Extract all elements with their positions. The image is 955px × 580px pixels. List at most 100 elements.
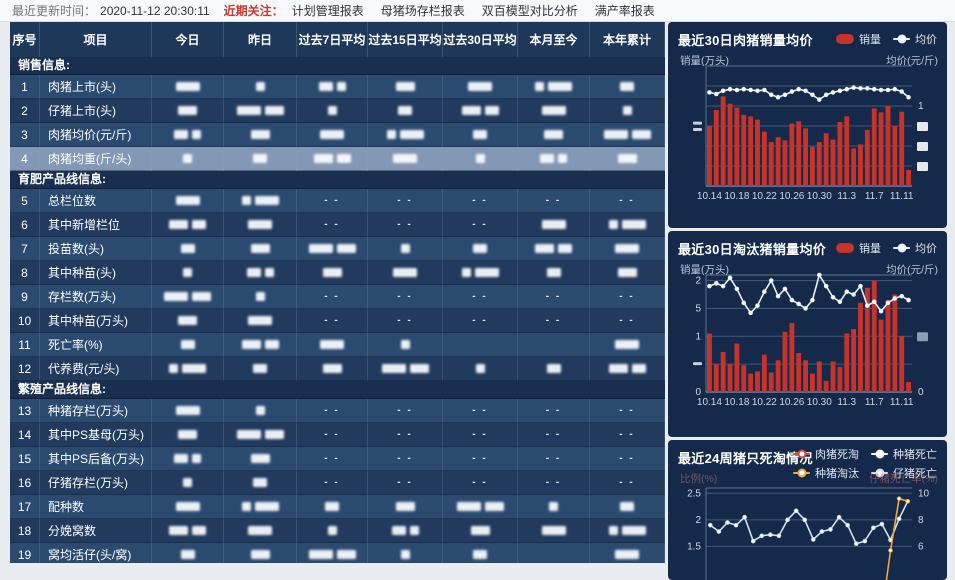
x-axis-tick: 10.18 <box>724 191 749 202</box>
redacted-value <box>325 502 339 511</box>
legend-item[interactable]: 均价 <box>893 31 937 47</box>
chart-legend: 销量 均价 <box>836 240 937 256</box>
row-label: 存栏数(万头) <box>40 285 152 309</box>
table-row[interactable]: 15 其中PS后备(万头) - - - - - - - - - - <box>10 447 665 471</box>
value-cell: - - <box>297 471 368 495</box>
redacted-value <box>178 106 197 115</box>
table-row[interactable]: 12 代养费(元/头) <box>10 357 665 381</box>
x-axis-tick: 11.7 <box>865 191 884 202</box>
table-row[interactable]: 17 配种数 <box>10 495 665 519</box>
value-cell <box>224 123 297 147</box>
table-row[interactable]: 10 其中种苗(万头) - - - - - - - - - - <box>10 309 665 333</box>
redacted-value <box>250 550 270 559</box>
value-cell <box>152 123 224 147</box>
chart-canvas[interactable]: 10.14 10.18 10.22 10.26 10.30 11.3 11.7 11.11 1 <box>668 22 947 228</box>
table-row[interactable]: 5 总栏位数 - - - - - - - - - - <box>10 189 665 213</box>
table-row[interactable]: 14 其中PS基母(万头) - - - - - - - - - - <box>10 423 665 447</box>
redacted-value <box>336 550 356 559</box>
topbar-link[interactable]: 满产率报表 <box>594 4 655 18</box>
table-row[interactable]: 16 仔猪存栏(万头) - - - - - - - - - - <box>10 471 665 495</box>
section-header: 育肥产品线信息: <box>10 171 665 189</box>
redacted-value <box>615 340 639 349</box>
table-row[interactable]: 9 存栏数(万头) - - - - - - - - - - <box>10 285 665 309</box>
redacted-value <box>174 130 188 139</box>
empty-value-dash: - - <box>397 315 413 326</box>
row-number: 18 <box>10 519 40 543</box>
redacted-value <box>169 526 188 535</box>
y2-axis-tick: 8 <box>918 515 924 526</box>
legend-item[interactable]: 销量 <box>836 240 881 256</box>
value-cell: - - <box>297 447 368 471</box>
legend-item[interactable]: 种猪淘汰 <box>793 465 859 481</box>
topbar-link[interactable]: 计划管理报表 <box>291 4 364 18</box>
redacted-value <box>484 106 499 115</box>
redacted-value <box>318 82 333 91</box>
redacted-value <box>541 526 566 535</box>
chart-title: 最近24周猪只死淘情况 <box>678 451 813 466</box>
topbar-link[interactable]: 双百模型对比分析 <box>481 4 578 18</box>
value-cell <box>224 471 297 495</box>
empty-value-dash: - - <box>545 405 562 416</box>
redacted-value <box>484 502 504 511</box>
redacted-value <box>178 316 197 325</box>
row-number: 19 <box>10 543 40 563</box>
y2-axis-tick: 0 <box>918 387 924 398</box>
section-header: 销售信息: <box>10 57 665 75</box>
value-cell <box>590 543 665 563</box>
redacted-value <box>381 364 406 373</box>
value-cell <box>368 543 443 563</box>
line-legend-icon <box>871 449 888 459</box>
value-cell <box>224 99 297 123</box>
table-row[interactable]: 18 分娩窝数 <box>10 519 665 543</box>
redacted-value <box>313 154 333 163</box>
redacted-value <box>246 268 261 277</box>
redacted-value <box>541 106 566 115</box>
legend-item[interactable]: 均价 <box>893 240 937 256</box>
empty-value-dash: - - <box>472 477 488 488</box>
topbar-link[interactable]: 母猪场存栏报表 <box>380 4 465 18</box>
chart-canvas[interactable]: 10.14 10.18 10.22 10.26 10.30 11.3 11.7 11.11 2 5… <box>668 231 947 437</box>
legend-label: 种猪淘汰 <box>815 468 859 480</box>
redacted-value <box>308 244 333 253</box>
y-axis-tick: 2 <box>695 515 701 526</box>
table-row[interactable]: 2 仔猪上市(头) <box>10 99 665 123</box>
redacted-value <box>241 340 261 349</box>
redacted-value <box>620 82 634 91</box>
table-row[interactable]: 19 窝均活仔(头/窝) <box>10 543 665 563</box>
value-cell <box>368 357 443 381</box>
redacted-value <box>400 340 410 349</box>
value-cell <box>297 237 368 261</box>
value-cell <box>590 123 665 147</box>
value-cell <box>518 75 590 99</box>
legend-item[interactable]: 仔猪死亡 <box>871 465 937 481</box>
chart-canvas[interactable]: 2.5 2 1.5 10 8 6 <box>668 440 947 580</box>
empty-value-dash: - - <box>324 195 340 206</box>
legend-label: 销量 <box>859 34 881 46</box>
table-row[interactable]: 1 肉猪上市(头) <box>10 75 665 99</box>
value-cell: - - <box>368 471 443 495</box>
legend-item[interactable]: 种猪死亡 <box>871 446 937 462</box>
redacted-value <box>169 364 178 373</box>
redacted-value <box>255 406 265 415</box>
value-cell <box>224 399 297 423</box>
legend-item[interactable]: 肉猪死淘 <box>793 446 859 462</box>
legend-item[interactable]: 销量 <box>836 31 881 47</box>
legend-label: 肉猪死淘 <box>815 449 859 461</box>
value-cell: - - <box>368 285 443 309</box>
redacted-value <box>393 268 417 277</box>
table-row[interactable]: 8 其中种苗(头) <box>10 261 665 285</box>
table-row[interactable]: 7 投苗数(头) <box>10 237 665 261</box>
table-row[interactable]: 3 肉猪均价(元/斤) <box>10 123 665 147</box>
redacted-value <box>336 154 351 163</box>
bar-legend-icon <box>836 34 854 44</box>
table-row[interactable]: 4 肉猪均重(斤/头) <box>10 147 665 171</box>
value-cell <box>224 423 297 447</box>
section-header: 繁殖产品线信息: <box>10 381 665 399</box>
y-axis-tick: 5 <box>695 303 701 314</box>
table-row[interactable]: 6 其中新增栏位 - - - - - - <box>10 213 665 237</box>
table-row[interactable]: 13 种猪存栏(万头) - - - - - - - - - - <box>10 399 665 423</box>
value-cell <box>152 285 224 309</box>
table-row[interactable]: 11 死亡率(%) <box>10 333 665 357</box>
redacted-value <box>615 550 639 559</box>
redacted-value <box>320 340 344 349</box>
